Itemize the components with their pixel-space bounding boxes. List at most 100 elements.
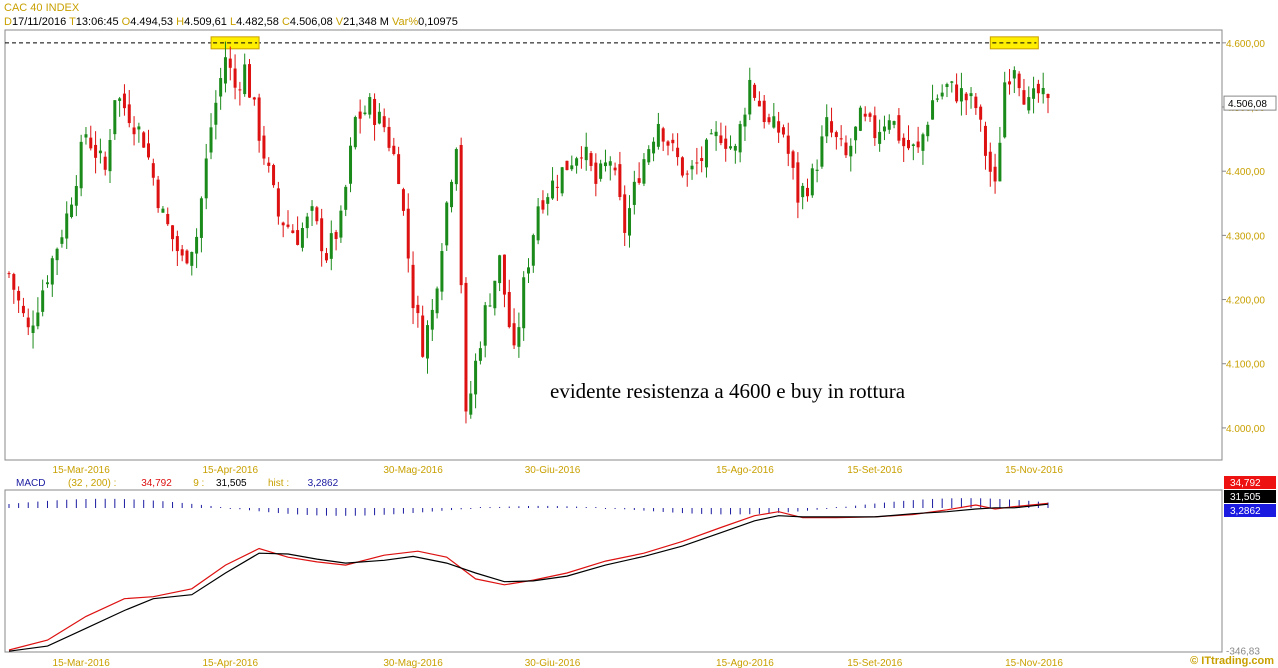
candle-body	[945, 84, 949, 88]
candle-body	[502, 254, 506, 295]
candle-body	[873, 115, 877, 139]
candle-body	[527, 267, 530, 274]
candle-body	[940, 92, 944, 97]
candle-body	[536, 206, 540, 241]
candle-body	[666, 141, 670, 146]
candle-body	[430, 309, 434, 330]
quote-key: T	[69, 16, 76, 28]
candle-body	[1022, 90, 1026, 105]
candle-body	[642, 159, 646, 184]
candle-body	[262, 135, 266, 159]
candle-body	[897, 115, 901, 141]
candle-body	[171, 225, 175, 240]
candle-body	[50, 258, 54, 285]
candle-body	[599, 163, 603, 179]
candle-body	[955, 84, 959, 102]
macd-x-tick-label: 15-Mar-2016	[53, 658, 111, 668]
candle-body	[570, 165, 574, 170]
candle-body	[252, 97, 256, 100]
macd-legend-value: 3,2862	[308, 478, 339, 489]
annotation-text: evidente resistenza a 4600 e buy in rott…	[550, 379, 906, 403]
quote-value: 4.482,58	[236, 16, 282, 28]
candle-body	[926, 124, 930, 137]
x-tick-label: 15-Apr-2016	[202, 465, 258, 476]
candle-body	[190, 251, 194, 266]
candle-body	[469, 393, 473, 415]
candle-body	[618, 164, 622, 197]
candle-body	[854, 126, 858, 141]
candle-body	[628, 208, 632, 236]
candle-body	[339, 210, 343, 238]
candle-body	[700, 158, 704, 162]
y-tick-label: 4.100,00	[1226, 360, 1265, 371]
quote-key: L	[229, 16, 237, 28]
candle-body	[1046, 93, 1050, 99]
candle-body	[830, 121, 834, 133]
candle-body	[377, 111, 381, 124]
candle-body	[132, 127, 136, 135]
candle-body	[368, 97, 372, 115]
candle-body	[714, 131, 718, 137]
candle-body	[878, 131, 882, 144]
candle-body	[397, 154, 401, 185]
candle-body	[916, 141, 920, 148]
macd-badge-label: 34,792	[1230, 478, 1261, 489]
candle-body	[522, 277, 526, 329]
candle-body	[1008, 81, 1012, 85]
quote-key: O	[121, 16, 131, 28]
y-tick-label: 4.400,00	[1226, 167, 1265, 178]
candle-body	[7, 273, 11, 275]
candle-body	[199, 198, 203, 238]
candle-body	[411, 264, 415, 309]
candle-body	[272, 165, 276, 186]
candle-body	[541, 200, 545, 210]
candle-body	[401, 189, 405, 211]
macd-x-tick-label: 15-Apr-2016	[202, 658, 258, 668]
candle-body	[36, 312, 40, 327]
candle-body	[762, 100, 766, 123]
macd-label: MACD	[16, 478, 45, 489]
candle-body	[349, 145, 353, 184]
candle-body	[373, 98, 377, 125]
candle-body	[786, 135, 790, 154]
candle-body	[1032, 88, 1036, 99]
candle-body	[671, 139, 675, 144]
candle-body	[733, 145, 737, 151]
candle-body	[1027, 97, 1031, 111]
candle-body	[103, 156, 107, 170]
candle-body	[94, 144, 98, 158]
candle-body	[584, 146, 588, 161]
candle-body	[127, 104, 131, 124]
macd-x-tick-label: 15-Nov-2016	[1005, 658, 1063, 668]
candle-body	[79, 141, 83, 189]
candle-body	[209, 127, 213, 153]
candle-body	[392, 145, 396, 154]
candle-body	[743, 114, 747, 127]
candle-body	[243, 64, 247, 95]
quote-value: 21,348 M	[343, 16, 393, 28]
candle-body	[435, 288, 439, 314]
candle-body	[70, 204, 74, 218]
candle-body	[974, 96, 978, 109]
candle-body	[180, 249, 184, 256]
candle-body	[753, 84, 757, 98]
macd-badge-label: 31,505	[1230, 492, 1261, 503]
candle-body	[796, 162, 800, 203]
candle-body	[329, 233, 333, 259]
candle-body	[296, 230, 300, 245]
candle-body	[146, 143, 150, 158]
candle-body	[815, 169, 819, 171]
candle-body	[281, 222, 285, 226]
candle-body	[738, 124, 742, 153]
macd-legend-label: 9 :	[193, 478, 204, 489]
candle-body	[12, 274, 16, 290]
candle-body	[334, 232, 338, 239]
candle-body	[156, 179, 160, 209]
candle-body	[204, 158, 208, 199]
candle-body	[791, 151, 795, 168]
watermark: © ITtrading.com	[1190, 655, 1274, 667]
macd-x-tick-label: 15-Set-2016	[847, 658, 902, 668]
candle-body	[21, 305, 25, 314]
macd-x-tick-label: 30-Mag-2016	[383, 658, 443, 668]
candle-body	[921, 134, 925, 151]
